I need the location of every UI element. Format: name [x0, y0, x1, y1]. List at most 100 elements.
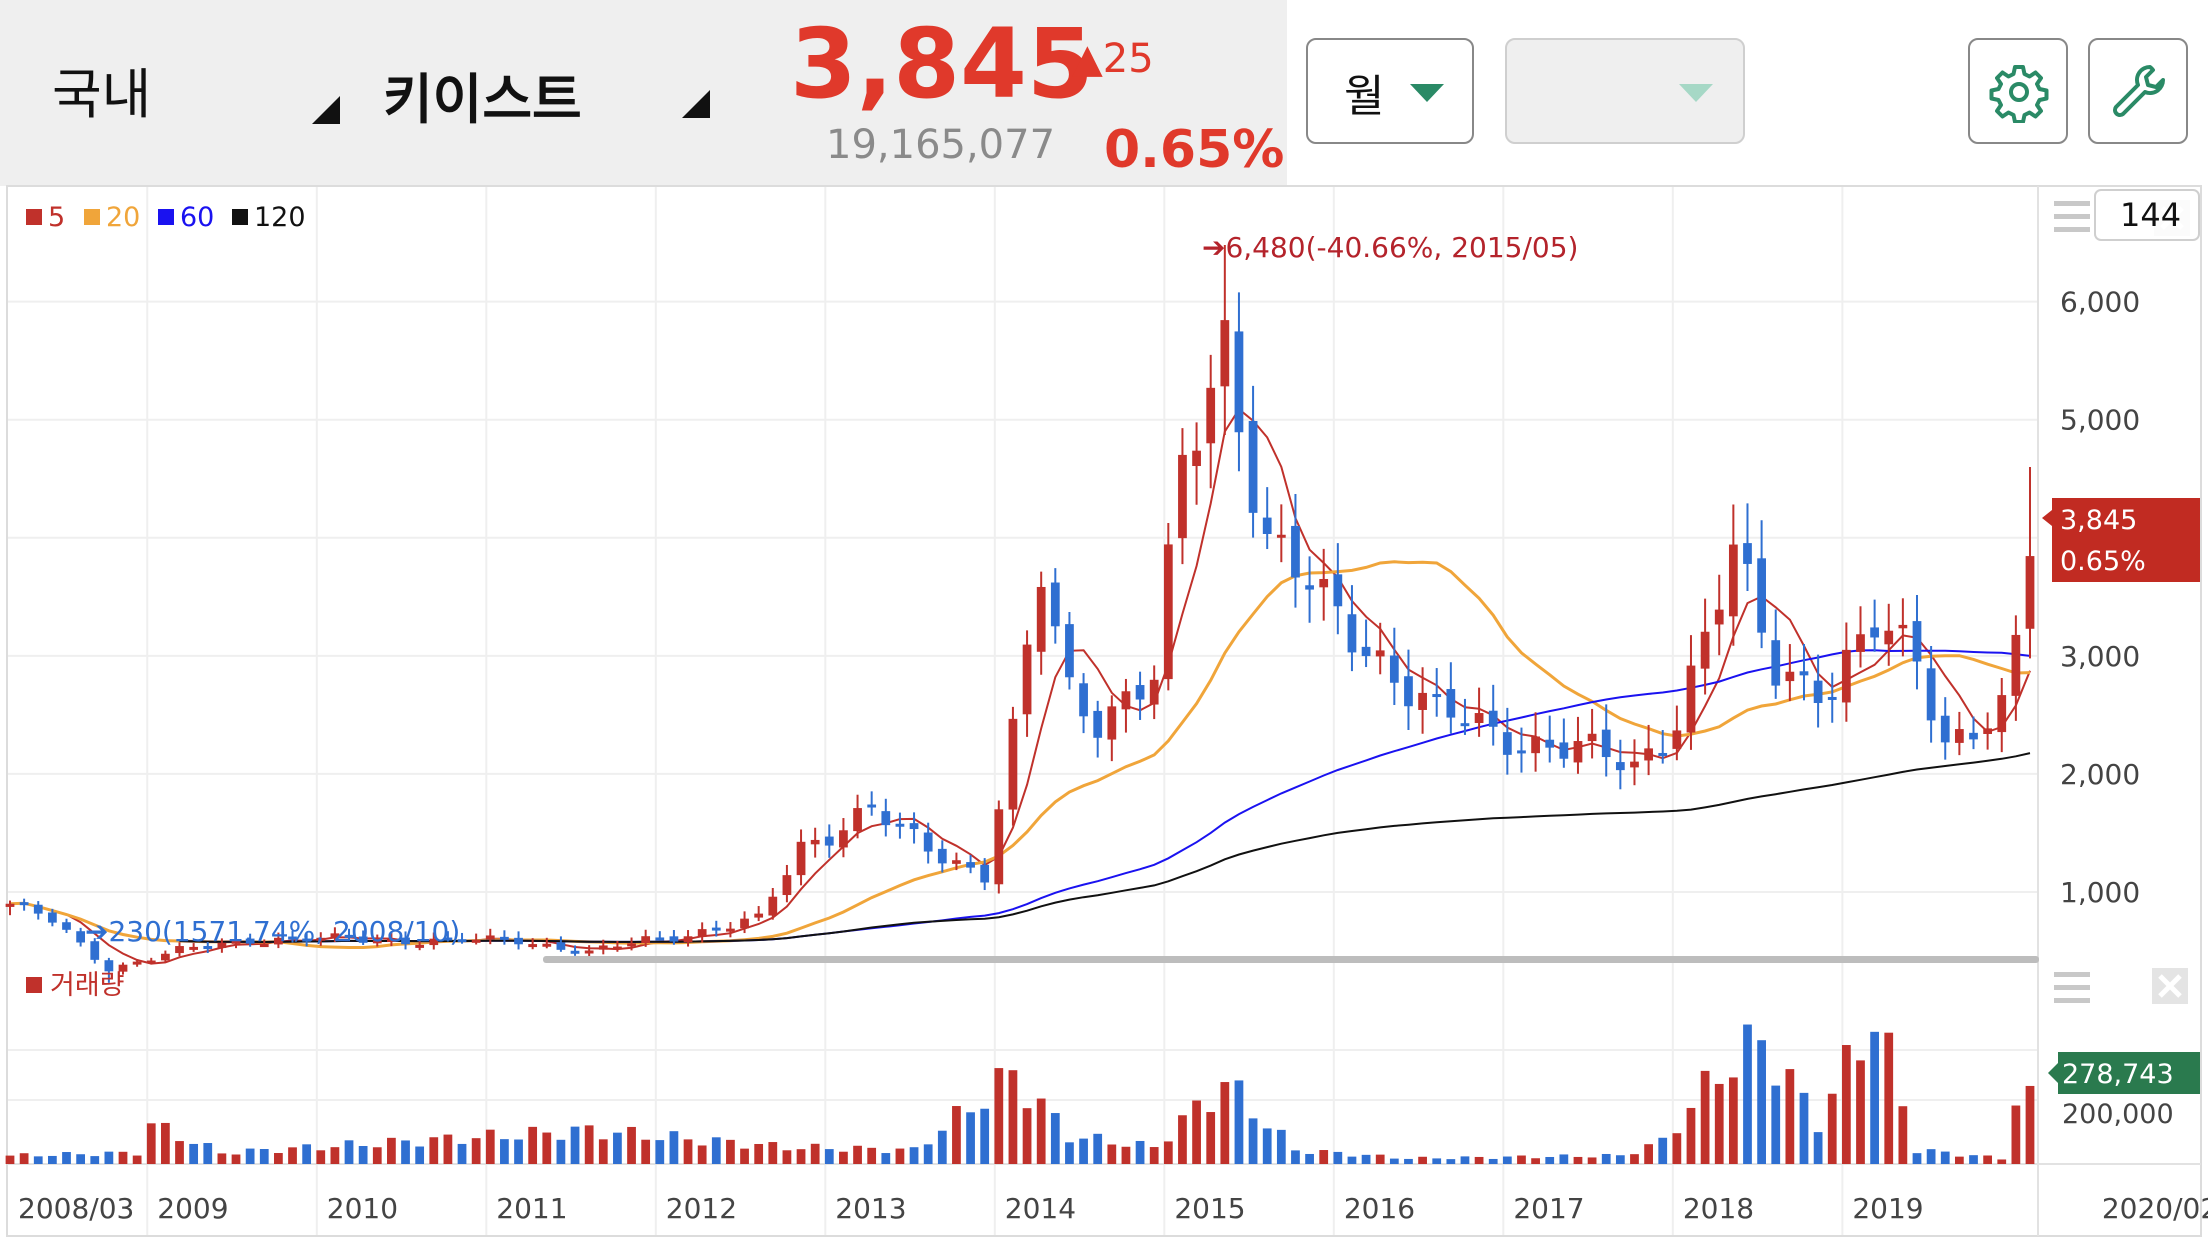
volume-bar — [5, 1155, 15, 1164]
volume-bar — [613, 1132, 622, 1164]
settings-button[interactable] — [1968, 38, 2068, 144]
candle — [429, 938, 439, 946]
candle — [1065, 624, 1074, 678]
volume-bar — [2011, 1105, 2021, 1164]
x-tick-label: 2020/02 — [2102, 1192, 2208, 1225]
candle — [387, 939, 396, 943]
period-count-value: 144 — [2120, 196, 2181, 234]
volume-bar — [655, 1140, 665, 1164]
x-tick-label: 2009 — [157, 1192, 228, 1225]
volume-bar — [1079, 1138, 1088, 1164]
candle — [1954, 729, 1964, 743]
candle — [245, 938, 255, 944]
volume-bar — [33, 1156, 43, 1164]
candle — [1460, 723, 1470, 727]
ma-legend: 5 20 60 120 — [26, 202, 306, 233]
tools-button[interactable] — [2088, 38, 2188, 144]
chart-frame — [6, 185, 2202, 1237]
volume-bar — [1446, 1159, 1456, 1164]
candle — [1615, 762, 1625, 771]
volume-bar — [217, 1153, 227, 1164]
stock-selector[interactable]: 키이스트 — [383, 68, 582, 131]
candle — [372, 940, 382, 944]
volume-bar — [1531, 1158, 1540, 1164]
volume-bar — [245, 1148, 255, 1164]
stock-dropdown-icon[interactable] — [682, 90, 710, 118]
volume-bar — [1135, 1140, 1145, 1164]
candle — [118, 964, 128, 972]
legend-label-60: 60 — [180, 202, 214, 233]
x-tick-label: 2012 — [666, 1192, 737, 1225]
volume-bar — [1700, 1070, 1710, 1164]
volume-bar — [1771, 1085, 1781, 1164]
candle — [90, 941, 100, 960]
secondary-select[interactable] — [1505, 38, 1745, 144]
candle — [1121, 691, 1131, 710]
candle — [132, 961, 142, 965]
candle — [1389, 655, 1399, 683]
volume-bar — [132, 1155, 142, 1164]
panel-splitter[interactable] — [543, 956, 2039, 963]
market-dropdown-icon[interactable] — [312, 96, 340, 124]
candle — [1276, 534, 1286, 538]
volume-bar — [1149, 1147, 1159, 1164]
volume-bar — [726, 1139, 735, 1164]
volume-bar — [90, 1156, 100, 1164]
candle — [867, 804, 877, 808]
ma-line-60 — [179, 649, 2031, 944]
candle — [76, 931, 86, 943]
volume-bar — [1898, 1106, 1908, 1164]
x-tick-label: 2015 — [1174, 1192, 1245, 1225]
volume-bar — [1008, 1070, 1018, 1164]
volume-bar — [1121, 1146, 1131, 1164]
price-panel-menu-icon[interactable] — [2054, 201, 2090, 232]
volume-bar — [231, 1154, 241, 1164]
candle — [231, 939, 241, 944]
volume-bar — [1757, 1040, 1766, 1164]
volume-bar — [2025, 1085, 2035, 1164]
volume-bar — [1305, 1153, 1314, 1164]
volume-panel-menu-icon[interactable] — [2054, 972, 2090, 1003]
market-selector[interactable]: 국내 — [52, 63, 152, 126]
volume-panel-close-icon[interactable] — [2152, 968, 2188, 1004]
legend-swatch-20 — [84, 209, 100, 225]
volume-bar — [76, 1154, 86, 1164]
volume-bar — [1841, 1045, 1851, 1164]
volume-bar — [1036, 1098, 1046, 1164]
volume-panel-title: 거래량 — [50, 970, 125, 1001]
candle — [19, 902, 29, 906]
volume-bar — [1983, 1155, 1993, 1164]
candles — [5, 245, 2035, 983]
candle — [288, 936, 297, 940]
candle — [655, 937, 665, 941]
period-select-value: 월 — [1344, 71, 1385, 122]
candle — [471, 939, 481, 943]
candle — [895, 823, 905, 827]
volume-bar — [683, 1139, 693, 1164]
candle — [1305, 585, 1314, 590]
candle — [923, 832, 933, 852]
trade-volume: 19,165,077 — [826, 122, 1056, 168]
current-volume-badge — [2058, 1052, 2200, 1094]
period-select[interactable]: 월 — [1306, 38, 1474, 144]
volume-bar — [358, 1146, 368, 1164]
candle — [485, 935, 495, 940]
volume-bar — [1418, 1156, 1427, 1164]
volume-bar — [1940, 1151, 1950, 1164]
volume-bar — [598, 1139, 608, 1164]
volume-bar — [1969, 1155, 1978, 1164]
legend-swatch-60 — [158, 209, 174, 225]
y-tick-label: 1,000 — [2060, 876, 2140, 909]
period-count-input[interactable] — [2094, 189, 2200, 241]
volume-bar — [867, 1147, 877, 1164]
candle — [1135, 685, 1145, 700]
volume-bar — [923, 1144, 933, 1164]
volume-bar — [740, 1148, 749, 1164]
candle — [1291, 525, 1300, 578]
volume-bar — [1559, 1154, 1569, 1164]
x-tick-label: 2017 — [1513, 1192, 1584, 1225]
volume-bar — [1347, 1156, 1357, 1164]
volume-bars — [5, 1024, 2035, 1164]
candle — [627, 943, 636, 947]
